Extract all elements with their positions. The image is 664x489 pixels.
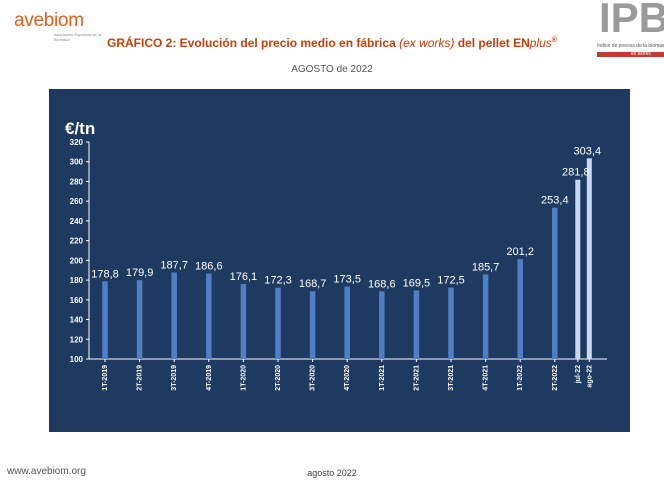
avebiom-logo: avebiom Asociación Española de la Biomas… (14, 10, 114, 42)
x-tick-label-4T-2021: 4T-2021 (483, 365, 490, 391)
avebiom-logo-text: avebiom (14, 10, 84, 31)
x-tick-label-jul-22: jul-22 (575, 365, 582, 384)
title-italic: (ex works) (399, 36, 455, 50)
y-tick-label: 220 (70, 237, 84, 246)
x-tick-label-3T-2019: 3T-2019 (171, 365, 178, 391)
data-label-4T-2020: 173,5 (333, 274, 361, 286)
bar-1T-2019 (102, 281, 108, 359)
chart-subtitle: AGOSTO de 2022 (291, 64, 373, 75)
x-tick-label-3T-2021: 3T-2021 (448, 365, 455, 391)
bar-chart: €/tn 100 120 140 160 180 200 220 240 260 280 300 32… (65, 119, 607, 391)
y-tick-label: 100 (70, 355, 84, 364)
data-label-1T-2022: 201,2 (506, 246, 534, 258)
data-labels: 178,8 179,9 187,7 186,6 176,1 172,3 168,7 173,5… (91, 145, 601, 290)
bar-2T-2020 (275, 287, 281, 359)
bars (102, 158, 592, 359)
y-tick-label: 200 (70, 256, 84, 265)
data-label-jul-22: 281,8 (562, 167, 590, 179)
data-label-1T-2020: 176,1 (230, 271, 258, 283)
x-tick-label-1T-2022: 1T-2022 (517, 365, 524, 391)
bar-3T-2019 (171, 272, 177, 359)
bar-4T-2019 (206, 273, 212, 359)
data-label-1T-2021: 168,6 (368, 278, 396, 290)
y-tick-label: 320 (70, 138, 84, 147)
x-tick-label-ago-22: ago-22 (586, 365, 593, 388)
data-label-2T-2020: 172,3 (264, 275, 292, 287)
x-tick-label-1T-2019: 1T-2019 (102, 365, 109, 391)
data-label-3T-2020: 168,7 (299, 278, 327, 290)
y-tick-label: 260 (70, 197, 84, 206)
x-tick-label-2T-2022: 2T-2022 (552, 365, 559, 391)
x-tick-label-1T-2021: 1T-2021 (379, 365, 386, 391)
avebiom-logo-tagline: Asociación Española de la Biomasa (54, 32, 101, 42)
bar-3T-2021 (448, 287, 454, 359)
y-tick-label: 300 (70, 158, 84, 167)
x-tick-label-2T-2019: 2T-2019 (137, 365, 144, 391)
bar-1T-2022 (517, 259, 523, 359)
ipb-logo-bar (597, 52, 664, 57)
y-tick-label: 160 (70, 296, 84, 305)
data-label-2T-2022: 253,4 (541, 195, 569, 207)
footer-website[interactable]: www.avebiom.org (7, 466, 86, 477)
bar-3T-2020 (309, 291, 316, 359)
y-tick-label: 140 (70, 316, 84, 325)
x-tick-label-2T-2021: 2T-2021 (413, 365, 420, 391)
chart-title: GRÁFICO 2: Evolución del precio medio en… (0, 36, 664, 50)
title-plus: plus (529, 36, 552, 50)
data-label-1T-2019: 178,8 (91, 268, 119, 280)
y-tick-label: 180 (70, 276, 84, 285)
x-tick-label-3T-2020: 3T-2020 (310, 365, 317, 391)
footer-date: agosto 2022 (307, 468, 357, 478)
y-tick-label: 280 (70, 177, 84, 186)
bar-4T-2020 (344, 286, 350, 359)
bar-1T-2020 (240, 283, 247, 359)
x-axis: 1T-2019 2T-2019 3T-2019 4T-2019 1T-2020 2T-20… (89, 358, 607, 391)
data-label-4T-2019: 186,6 (195, 261, 223, 273)
y-axis: 100 120 140 160 180 200 220 240 260 280 300 320 (70, 138, 90, 364)
title-reg: ® (551, 37, 557, 44)
ipb-logo-subtitle: índice de precios de la biomasa (597, 43, 664, 49)
bar-2T-2021 (413, 290, 420, 359)
data-label-3T-2019: 187,7 (160, 259, 188, 271)
bar-2T-2019 (136, 280, 143, 359)
y-tick-label: 120 (70, 335, 84, 344)
x-tick-label-4T-2020: 4T-2020 (344, 365, 351, 391)
data-label-ago-22: 303,4 (574, 145, 602, 157)
ipb-logo-tag: ex works (631, 51, 651, 57)
data-label-4T-2021: 185,7 (472, 261, 500, 273)
chart-panel: €/tn 100 120 140 160 180 200 220 240 260 280 300 32… (49, 89, 630, 432)
unit-label: €/tn (65, 119, 95, 138)
bar-ago-22 (586, 158, 592, 359)
title-tail: del pellet EN (454, 36, 530, 50)
data-label-3T-2021: 172,5 (437, 274, 465, 286)
bar-2T-2022 (552, 207, 558, 359)
bar-4T-2021 (482, 274, 489, 359)
x-tick-label-2T-2020: 2T-2020 (275, 365, 282, 391)
x-tick-label-4T-2019: 4T-2019 (206, 365, 213, 391)
y-tick-label: 240 (70, 217, 84, 226)
ipb-logo-letters: IPB (599, 0, 664, 41)
bar-jul-22 (575, 179, 581, 359)
x-tick-label-1T-2020: 1T-2020 (240, 365, 247, 391)
data-label-2T-2021: 169,5 (403, 277, 431, 289)
bar-1T-2021 (379, 291, 385, 359)
ipb-logo: IPB índice de precios de la biomasa ex w… (597, 0, 664, 60)
title-main: GRÁFICO 2: Evolución del precio medio en… (107, 36, 400, 50)
data-label-2T-2019: 179,9 (126, 267, 154, 279)
